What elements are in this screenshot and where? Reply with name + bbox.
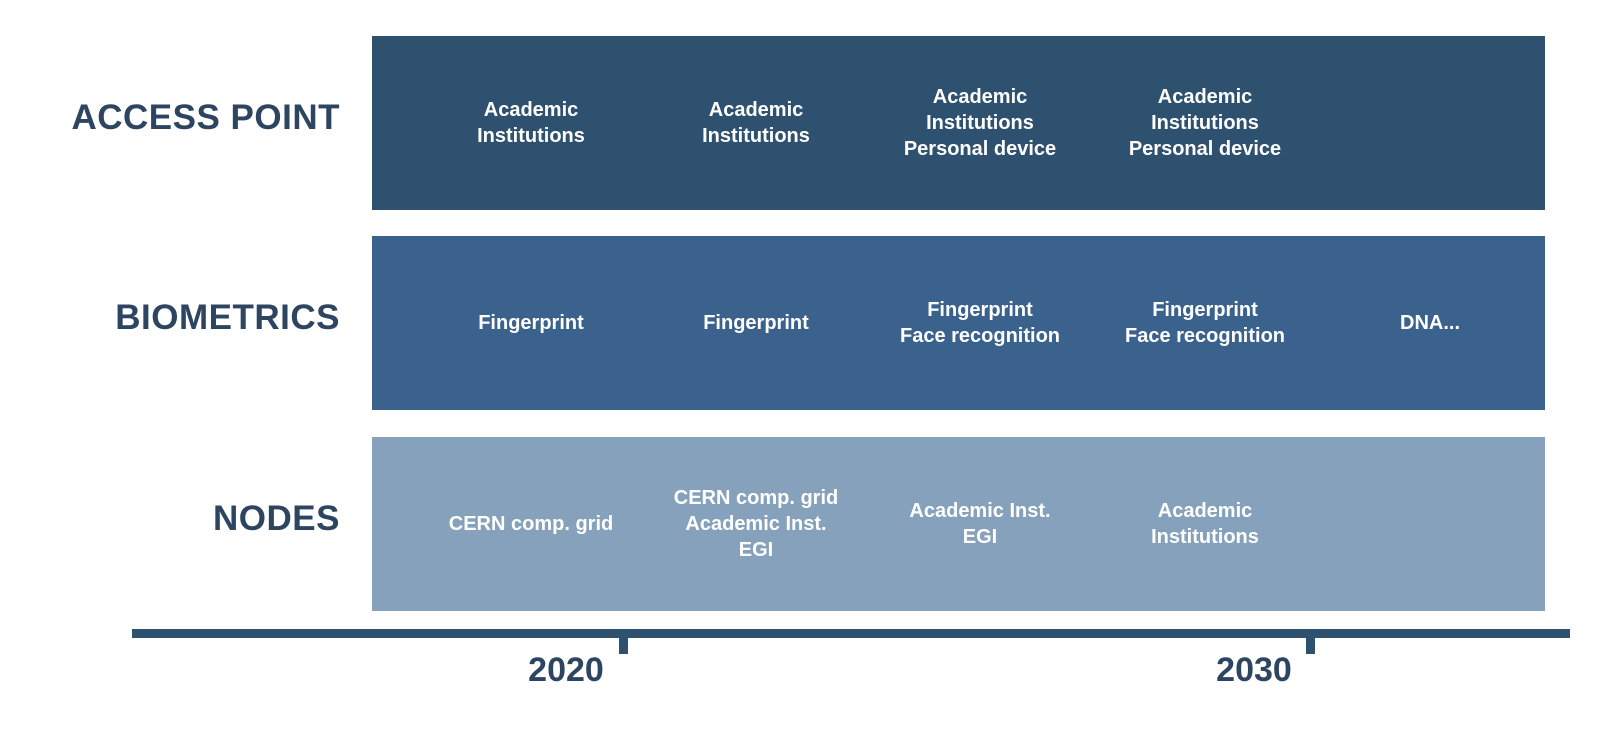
cell-text-line: CERN comp. grid — [448, 513, 614, 535]
cell-row1-col3: Fingerprint Face recognition — [1093, 236, 1317, 410]
cell-text-line: EGI — [738, 539, 774, 561]
cell-text-line: Face recognition — [1124, 325, 1286, 347]
cell-row2-col1: CERN comp. grid Academic Inst. EGI — [644, 437, 868, 611]
tick-2030 — [1306, 634, 1315, 654]
cell-text-line: Academic Inst. — [909, 500, 1051, 522]
cell-text-line: Institutions — [702, 125, 810, 147]
cell-text-line: Academic Inst. — [685, 513, 827, 535]
cell-text-line: Personal device — [903, 138, 1057, 160]
cell-text-line: Fingerprint — [927, 299, 1033, 321]
cell-row1-col4: DNA... — [1318, 236, 1542, 410]
tick-label-2020: 2020 — [528, 651, 604, 689]
cell-text-line: Academic — [483, 99, 579, 121]
cell-row0-col3: Academic Institutions Personal device — [1093, 36, 1317, 210]
cell-text-line: CERN comp. grid — [673, 487, 839, 509]
cell-text-line: Academic — [1157, 86, 1253, 108]
biometrics-band: Fingerprint Fingerprint Fingerprint Face re… — [372, 236, 1545, 410]
cell-row0-col2: Academic Institutions Personal device — [868, 36, 1092, 210]
cell-text-line: Institutions — [1151, 526, 1259, 548]
row-label-biometrics: BIOMETRICS — [115, 298, 340, 337]
cell-row0-col4 — [1318, 36, 1542, 210]
cell-text-line: EGI — [962, 526, 998, 548]
cell-text-line: Academic — [1157, 500, 1253, 522]
cell-row2-col0: CERN comp. grid — [419, 437, 643, 611]
cell-row1-col1: Fingerprint — [644, 236, 868, 410]
cell-row0-col1: Academic Institutions — [644, 36, 868, 210]
row-label-nodes: NODES — [213, 499, 340, 538]
timeline-axis — [132, 629, 1570, 638]
cell-text-line: Fingerprint — [703, 312, 809, 334]
cell-text-line: Institutions — [926, 112, 1034, 134]
nodes-band: CERN comp. grid CERN comp. grid Academic I… — [372, 437, 1545, 611]
tick-2020 — [619, 634, 628, 654]
cell-text-line: Fingerprint — [478, 312, 584, 334]
cell-text-line: Fingerprint — [1152, 299, 1258, 321]
cell-text-line: Academic — [932, 86, 1028, 108]
tick-label-2030: 2030 — [1216, 651, 1292, 689]
cell-text-line: DNA... — [1400, 312, 1460, 334]
cell-row2-col4 — [1318, 437, 1542, 611]
cell-row2-col2: Academic Inst. EGI — [868, 437, 1092, 611]
row-label-access-point: ACCESS POINT — [71, 98, 340, 137]
cell-row0-col0: Academic Institutions — [419, 36, 643, 210]
cell-text-line: Personal device — [1128, 138, 1282, 160]
cell-row1-col2: Fingerprint Face recognition — [868, 236, 1092, 410]
cell-row2-col3: Academic Institutions — [1093, 437, 1317, 611]
access-point-band: Academic Institutions Academic Institutions… — [372, 36, 1545, 210]
cell-row1-col0: Fingerprint — [419, 236, 643, 410]
cell-text-line: Institutions — [477, 125, 585, 147]
cell-text-line: Institutions — [1151, 112, 1259, 134]
cell-text-line: Face recognition — [899, 325, 1061, 347]
cell-text-line: Academic — [708, 99, 804, 121]
